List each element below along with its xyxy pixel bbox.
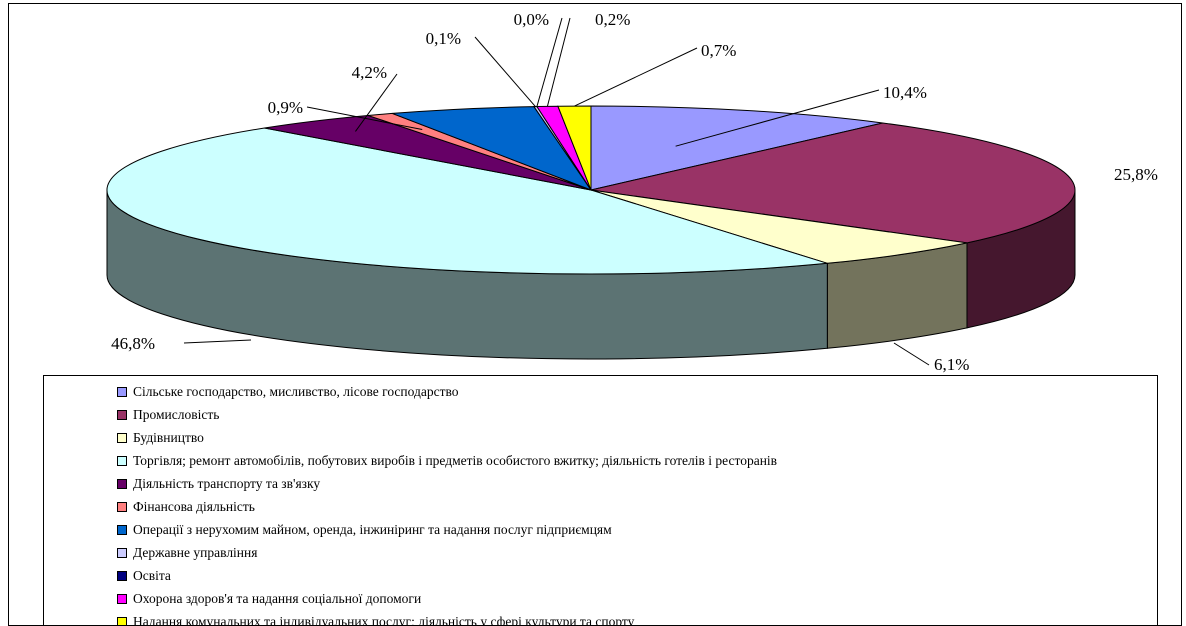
data-label-1: 25,8% (1114, 165, 1158, 184)
legend-label: Промисловість (133, 407, 220, 422)
legend-label: Торгівля; ремонт автомобілів, побутових … (133, 453, 778, 468)
legend-label: Державне управління (133, 545, 258, 560)
legend-swatch (117, 502, 127, 512)
legend-swatch (117, 456, 127, 466)
pie-slice-3 (106, 127, 828, 275)
legend-item: Державне управління (117, 543, 257, 563)
data-label-4: 4,2% (352, 63, 387, 82)
legend-label: Фінансова діяльність (133, 499, 255, 514)
legend-item: Діяльність транспорту та зв'язку (117, 474, 320, 494)
pie-slice-10 (557, 105, 592, 191)
data-label-10: 0,7% (701, 41, 736, 60)
data-label-2: 6,1% (934, 355, 969, 374)
data-label-7: 0,1% (426, 29, 461, 48)
legend-label: Охорона здоров'я та надання соціальної д… (133, 591, 422, 606)
legend-swatch (117, 594, 127, 604)
legend-item: Будівництво (117, 428, 204, 448)
legend-swatch (117, 387, 127, 397)
legend-item: Торгівля; ремонт автомобілів, побутових … (117, 451, 777, 471)
legend-label: Сільське господарство, мисливство, лісов… (133, 384, 459, 399)
leader-line-2 (893, 342, 930, 366)
legend-label: Діяльність транспорту та зв'язку (133, 476, 321, 491)
leader-line-4 (355, 73, 398, 132)
leader-line-10 (574, 47, 698, 107)
pie-slice-1 (590, 122, 1076, 244)
pie-chart: 10,4% 25,8% 6,1% 46,8% 4,2% 0,9% 0,1% 0,0% 0,2% 0… (106, 10, 1158, 374)
pie-slice-6 (392, 106, 593, 192)
legend-item: Охорона здоров'я та надання соціальної д… (117, 589, 421, 609)
pie-slice-0 (590, 105, 883, 191)
leader-line-9 (546, 17, 571, 107)
leader-line-0 (675, 89, 880, 147)
legend-item: Надання комунальних та індивідуальних по… (117, 612, 635, 626)
data-label-0: 10,4% (883, 83, 927, 102)
legend-label: Операції з нерухомим майном, оренда, інж… (133, 522, 612, 537)
legend-label: Надання комунальних та індивідуальних по… (133, 614, 635, 626)
leader-line-8 (536, 17, 563, 107)
legend-item: Промисловість (117, 405, 219, 425)
legend-swatch (117, 571, 127, 581)
leader-line-3 (183, 339, 252, 344)
pie-slice-2 (590, 189, 968, 264)
legend-swatch (117, 410, 127, 420)
legend: Сільське господарство, мисливство, лісов… (43, 375, 1158, 626)
data-label-8: 0,0% (514, 10, 549, 29)
legend-swatch (117, 433, 127, 443)
data-label-5: 0,9% (268, 98, 303, 117)
legend-label: Будівництво (133, 430, 204, 445)
data-label-9: 0,2% (595, 10, 630, 29)
leader-line-5 (306, 106, 423, 131)
legend-label: Освіта (133, 568, 171, 583)
legend-item: Фінансова діяльність (117, 497, 255, 517)
legend-item: Сільське господарство, мисливство, лісов… (117, 382, 459, 402)
chart-frame: 10,4% 25,8% 6,1% 46,8% 4,2% 0,9% 0,1% 0,0% 0,2% 0… (8, 3, 1182, 626)
legend-swatch (117, 479, 127, 489)
legend-item: Операції з нерухомим майном, оренда, інж… (117, 520, 612, 540)
legend-swatch (117, 617, 127, 625)
legend-item: Освіта (117, 566, 171, 586)
legend-swatch (117, 525, 127, 535)
legend-swatch (117, 548, 127, 558)
data-label-3: 46,8% (111, 334, 155, 353)
leader-line-7 (474, 36, 536, 107)
